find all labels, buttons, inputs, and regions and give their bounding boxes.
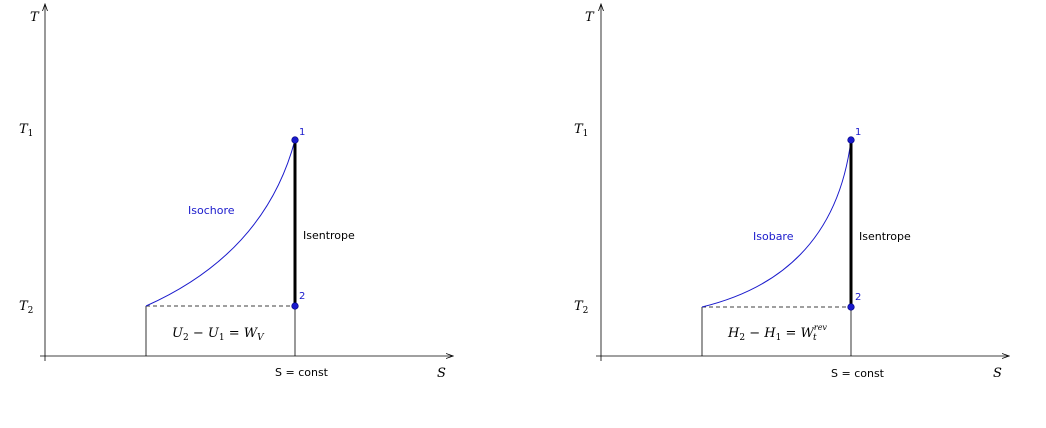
t-axis-label: T	[585, 10, 595, 25]
vertical-label: Isentrope	[303, 229, 355, 242]
t2-label: T2	[19, 299, 33, 316]
point-2-label: 2	[299, 291, 305, 302]
vertical-label: Isentrope	[859, 230, 911, 243]
t1-label: T1	[19, 122, 33, 139]
curve-label: Isochore	[188, 204, 235, 217]
s-const-label: S = const	[275, 366, 329, 379]
point-1-label: 1	[299, 127, 305, 138]
s-axis-label: S	[437, 366, 446, 381]
point-1-label: 1	[855, 127, 861, 138]
point-2-label: 2	[855, 292, 861, 303]
curve-label: Isobare	[753, 230, 794, 243]
ts-diagram-isochore: T S T1 T2 1 2 Isochore Isentrope S = con…	[19, 4, 453, 381]
t2-label: T2	[574, 299, 588, 316]
s-const-label: S = const	[831, 367, 885, 380]
point-2	[291, 302, 299, 310]
t-axis-label: T	[30, 10, 40, 25]
s-axis-label: S	[993, 366, 1002, 381]
isochore-curve	[145, 139, 296, 307]
t1-label: T1	[574, 122, 588, 139]
point-1	[291, 136, 299, 144]
point-1	[847, 136, 855, 144]
area-formula: H2 − H1 = Wrev t	[727, 323, 827, 343]
point-2	[847, 303, 855, 311]
area-formula: U2 − U1 = WV	[172, 326, 265, 343]
ts-diagram-isobare: T S T1 T2 1 2 Isobare Isentrope S = cons…	[574, 4, 1009, 381]
isobare-curve	[701, 139, 852, 308]
